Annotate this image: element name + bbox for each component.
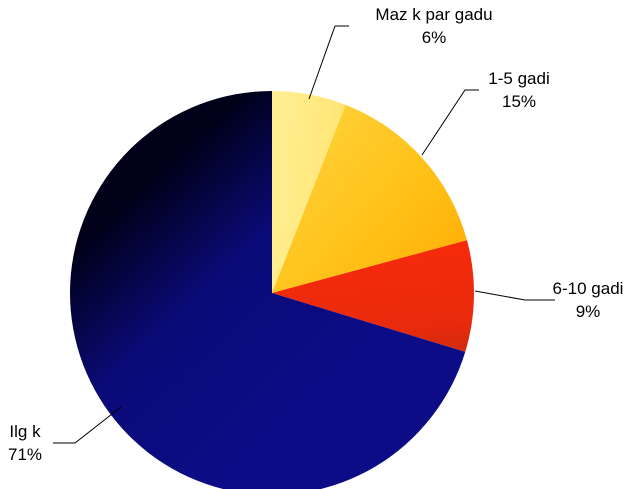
pie-slice — [70, 91, 466, 489]
pie-slice — [272, 91, 346, 293]
slice-percent-label: 71% — [8, 445, 42, 464]
slice-labels: Maz k par gadu 6% 1-5 gadi 15% 6-10 gadi 9% Il… — [8, 5, 623, 464]
slice-percent-label: 6% — [422, 28, 447, 47]
slice-percent-label: 15% — [502, 92, 536, 111]
slice-percent-label: 9% — [576, 302, 601, 321]
slice-category-label: Ilg k — [9, 422, 41, 441]
slice-category-label: 6-10 gadi — [553, 279, 624, 298]
leader-lines — [53, 25, 555, 444]
pie-slice — [272, 240, 475, 352]
slice-category-label: 1-5 gadi — [488, 69, 549, 88]
leader-line — [53, 406, 122, 444]
leader-line — [474, 290, 555, 301]
pie-slice — [272, 104, 467, 293]
leader-line — [421, 89, 479, 156]
slice-category-label: Maz k par gadu — [375, 5, 492, 24]
leader-line — [308, 25, 349, 100]
pie-slices — [70, 91, 475, 489]
